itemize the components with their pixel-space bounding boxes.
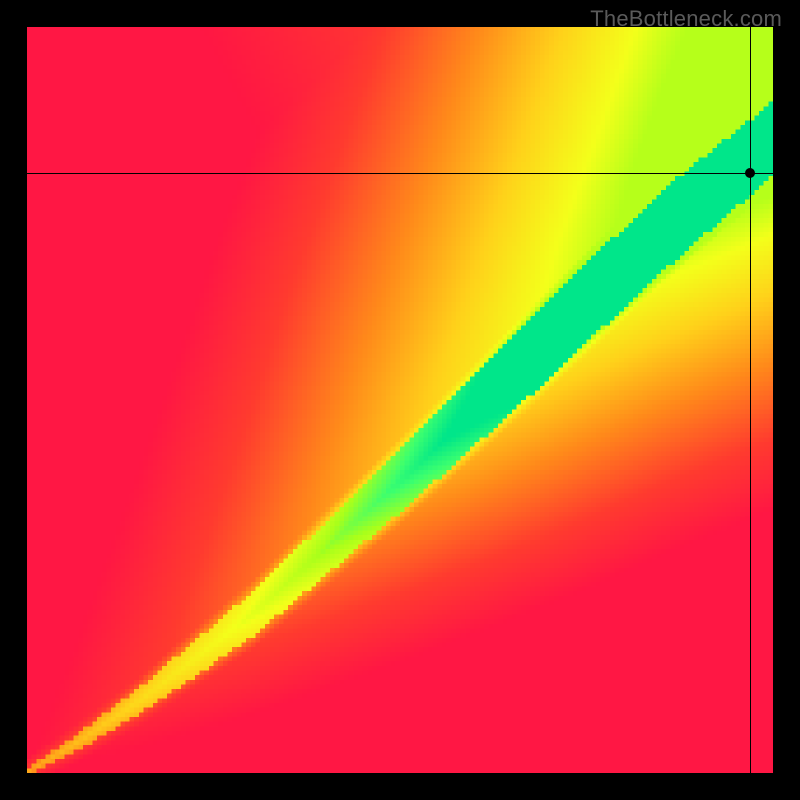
crosshair-horizontal — [27, 173, 773, 174]
crosshair-vertical — [750, 27, 751, 773]
heatmap-plot — [27, 27, 773, 773]
heatmap-canvas — [27, 27, 773, 773]
crosshair-marker — [745, 168, 755, 178]
